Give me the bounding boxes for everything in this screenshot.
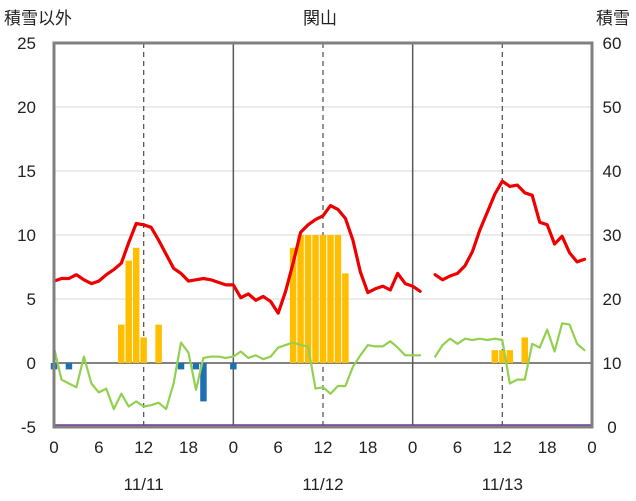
precipitation-bar (125, 260, 132, 363)
x-tick-label: 0 (229, 438, 238, 457)
x-tick-label: 6 (94, 438, 103, 457)
right-axis-label: 積雪 (596, 9, 630, 29)
precipitation-bar (499, 350, 506, 363)
chart-title: 関山 (303, 9, 337, 29)
right-tick-label: 50 (603, 98, 622, 117)
left-tick-label: 15 (17, 162, 36, 181)
x-tick-label: 0 (49, 438, 58, 457)
right-tick-label: 10 (603, 354, 622, 373)
precipitation-bar (155, 324, 162, 363)
date-label: 11/12 (302, 475, 343, 494)
left-tick-label: 20 (17, 98, 36, 117)
snow_change-bar (65, 363, 73, 370)
precipitation-bar (342, 273, 349, 363)
x-tick-label: 0 (408, 438, 417, 457)
date-label: 11/13 (482, 475, 523, 494)
left-tick-label: 10 (17, 226, 36, 245)
bar-layer (50, 235, 528, 402)
plot-border (52, 41, 594, 429)
x-tick-label: 0 (587, 438, 596, 457)
snow_change-bar (177, 363, 185, 370)
x-axis-ticks: 0 6 12 18 0 6 12 18 0 6 12 18 0 (49, 438, 596, 457)
right-tick-label: 30 (603, 226, 622, 245)
wind-line (52, 340, 422, 411)
axis-labels: 積雪以外 関山 積雪 (4, 9, 630, 29)
precipitation-bar (304, 235, 312, 363)
x-tick-label: 18 (179, 438, 198, 457)
plot-frame (52, 41, 594, 429)
precipitation-bar (327, 235, 334, 363)
precipitation-bar (289, 247, 297, 363)
left-tick-label: 5 (27, 290, 36, 309)
right-axis-ticks: 60 50 40 30 20 10 0 (603, 34, 622, 437)
right-tick-label: 60 (603, 34, 622, 53)
temperature-line (433, 179, 587, 282)
left-tick-label: 0 (27, 354, 36, 373)
x-tick-label: 6 (273, 438, 282, 457)
wind-line (434, 322, 586, 385)
temperature-line (52, 204, 422, 315)
snow_change-bar (230, 363, 237, 370)
snow_change-bar (200, 363, 207, 402)
precipitation-bar (334, 235, 342, 363)
date-labels: 11/11 11/12 11/13 (124, 475, 523, 494)
x-tick-label: 12 (134, 438, 153, 457)
left-tick-label: 25 (17, 34, 36, 53)
snow_change-bar (192, 363, 200, 370)
x-tick-label: 6 (453, 438, 462, 457)
precipitation-bar (491, 350, 499, 363)
precipitation-bar (506, 350, 514, 363)
x-tick-label: 18 (358, 438, 377, 457)
right-tick-label: 40 (603, 162, 622, 181)
left-tick-label: -5 (21, 418, 36, 437)
precipitation-bar (132, 247, 140, 363)
precipitation-bar (319, 235, 327, 363)
precipitation-bar (140, 337, 147, 363)
precipitation-bar (521, 337, 528, 363)
x-tick-label: 12 (314, 438, 333, 457)
date-label: 11/11 (124, 475, 164, 494)
right-tick-label: 20 (603, 290, 622, 309)
precipitation-bar (297, 235, 304, 363)
left-axis-ticks: 25 20 15 10 5 0 -5 (17, 34, 36, 437)
precipitation-bar (312, 235, 319, 363)
right-tick-label: 0 (607, 418, 616, 437)
x-tick-label: 18 (538, 438, 557, 457)
x-tick-label: 12 (493, 438, 512, 457)
left-axis-label: 積雪以外 (4, 9, 72, 29)
precipitation-bar (118, 324, 125, 363)
